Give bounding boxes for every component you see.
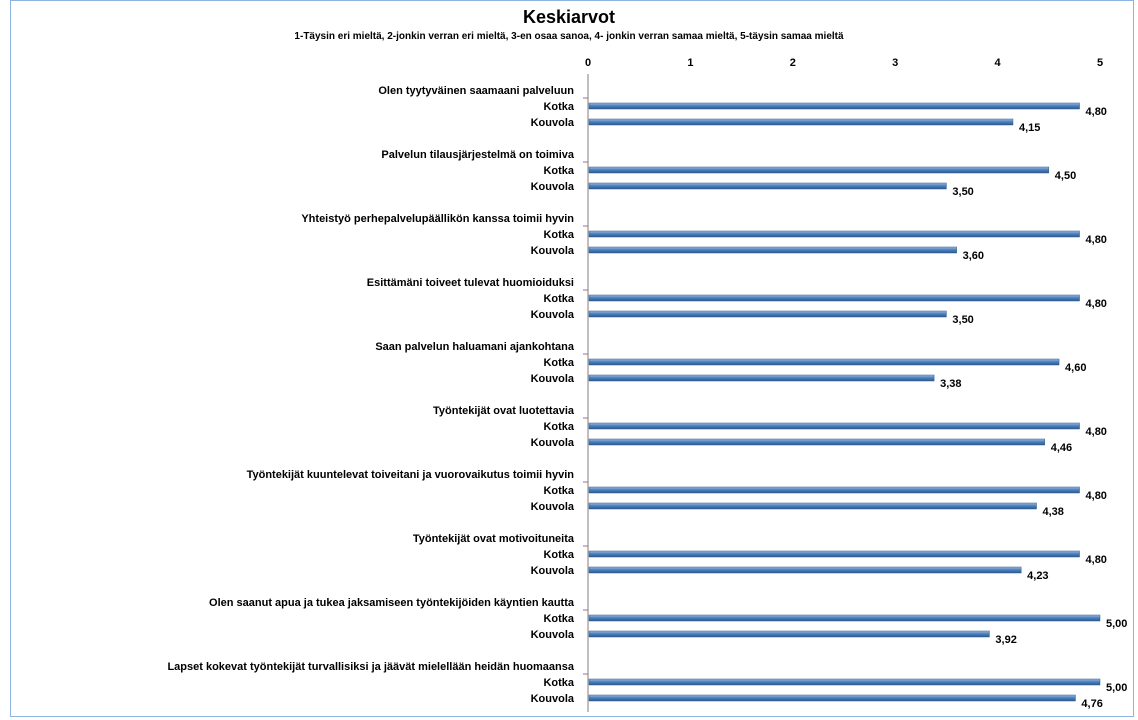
data-label: 3,92 (995, 634, 1016, 646)
data-label: 3,50 (952, 186, 973, 198)
bar-kotka (588, 486, 1080, 494)
bar-kotka (588, 614, 1101, 622)
group-label: Esittämäni toiveet tulevat huomioiduksi (367, 277, 574, 289)
data-label: 4,80 (1086, 298, 1107, 310)
row-label-kouvola: Kouvola (531, 565, 575, 577)
data-label: 4,80 (1086, 234, 1107, 246)
bar-kouvola (588, 118, 1014, 126)
data-label: 3,50 (952, 314, 973, 326)
row-label-kouvola: Kouvola (531, 309, 575, 321)
bar-kouvola (588, 630, 990, 638)
row-label-kotka: Kotka (543, 165, 574, 177)
row-label-kotka: Kotka (543, 677, 574, 689)
data-label: 4,80 (1086, 426, 1107, 438)
bar-kotka (588, 550, 1080, 558)
row-label-kotka: Kotka (543, 549, 574, 561)
data-label: 4,46 (1051, 442, 1072, 454)
row-label-kouvola: Kouvola (531, 629, 575, 641)
bar-kouvola (588, 438, 1045, 446)
group-label: Työntekijät ovat motivoituneita (413, 533, 575, 545)
row-label-kotka: Kotka (543, 357, 574, 369)
row-label-kotka: Kotka (543, 485, 574, 497)
group-label: Työntekijät kuuntelevat toiveitani ja vu… (247, 469, 575, 481)
row-label-kouvola: Kouvola (531, 245, 575, 257)
bar-kouvola (588, 566, 1022, 574)
x-tick-label: 2 (790, 57, 796, 69)
row-label-kotka: Kotka (543, 421, 574, 433)
x-tick-label: 3 (892, 57, 898, 69)
data-label: 4,50 (1055, 170, 1076, 182)
x-tick-label: 4 (995, 57, 1002, 69)
row-label-kouvola: Kouvola (531, 181, 575, 193)
bar-kouvola (588, 182, 947, 190)
data-label: 4,76 (1081, 698, 1102, 710)
row-label-kouvola: Kouvola (531, 501, 575, 513)
bar-kotka (588, 294, 1080, 302)
row-label-kotka: Kotka (543, 101, 574, 113)
bar-kotka (588, 230, 1080, 238)
bar-kouvola (588, 246, 957, 254)
row-label-kotka: Kotka (543, 293, 574, 305)
bar-kotka (588, 422, 1080, 430)
group-label: Olen tyytyväinen saamaani palveluun (378, 85, 574, 97)
data-label: 4,80 (1086, 554, 1107, 566)
bar-kotka (588, 102, 1080, 110)
row-label-kotka: Kotka (543, 613, 574, 625)
data-label: 3,38 (940, 378, 961, 390)
data-label: 4,23 (1027, 570, 1048, 582)
data-label: 4,80 (1086, 106, 1107, 118)
group-label: Saan palvelun haluamani ajankohtana (375, 341, 575, 353)
bar-kouvola (588, 374, 935, 382)
group-label: Olen saanut apua ja tukea jaksamiseen ty… (209, 597, 575, 609)
row-label-kouvola: Kouvola (531, 117, 575, 129)
x-tick-label: 0 (585, 57, 591, 69)
bar-kouvola (588, 310, 947, 318)
data-label: 4,60 (1065, 362, 1086, 374)
group-label: Yhteistyö perhepalvelupäällikön kanssa t… (301, 213, 574, 225)
bar-kotka (588, 678, 1101, 686)
row-label-kotka: Kotka (543, 229, 574, 241)
x-tick-label: 1 (687, 57, 693, 69)
chart-subtitle: 1-Täysin eri mieltä, 2-jonkin verran eri… (294, 31, 844, 42)
row-label-kouvola: Kouvola (531, 693, 575, 705)
data-label: 5,00 (1106, 682, 1127, 694)
row-label-kouvola: Kouvola (531, 437, 575, 449)
bar-kotka (588, 358, 1060, 366)
data-label: 4,38 (1043, 506, 1064, 518)
group-label: Palvelun tilausjärjestelmä on toimiva (381, 149, 574, 161)
data-label: 5,00 (1106, 618, 1127, 630)
data-label: 4,15 (1019, 122, 1040, 134)
bar-kotka (588, 166, 1050, 174)
bar-kouvola (588, 502, 1037, 510)
data-label: 4,80 (1086, 490, 1107, 502)
bar-kouvola (588, 694, 1076, 702)
data-label: 3,60 (963, 250, 984, 262)
x-tick-label: 5 (1097, 57, 1103, 69)
row-label-kouvola: Kouvola (531, 373, 575, 385)
group-label: Lapset kokevat työntekijät turvallisiksi… (167, 661, 574, 673)
group-label: Työntekijät ovat luotettavia (433, 405, 575, 417)
chart-title: Keskiarvot (522, 7, 616, 27)
